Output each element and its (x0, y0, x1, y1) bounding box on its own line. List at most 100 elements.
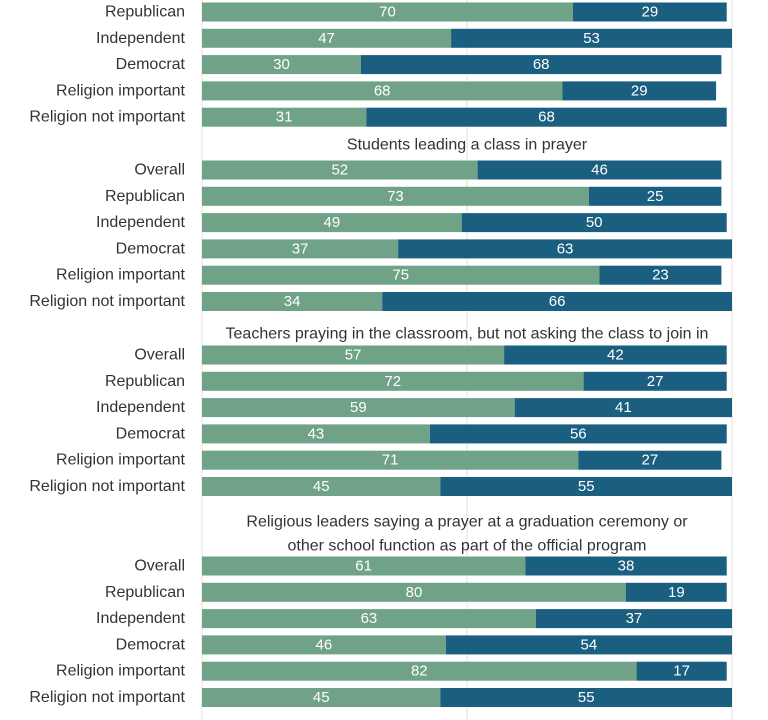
bar-segment-first (202, 55, 361, 75)
bar-value-label: 49 (324, 214, 341, 231)
bar-segment-first (202, 371, 584, 391)
bar-segment-first (202, 292, 383, 311)
row-label: Independent (96, 214, 186, 231)
row-label: Overall (134, 347, 185, 364)
row-label: Religion not important (29, 293, 185, 310)
bar-value-label: 25 (647, 188, 664, 205)
bar-segment-second (451, 28, 732, 48)
section-title-2: Teachers praying in the classroom, but n… (226, 326, 709, 343)
row-label: Democrat (116, 240, 186, 257)
bar-value-label: 43 (308, 425, 325, 442)
bar-segment-first (202, 398, 515, 418)
row-label: Republican (105, 188, 185, 205)
row-label: Democrat (116, 425, 186, 442)
bar-segment-first (202, 265, 600, 285)
bar-value-label: 55 (578, 689, 595, 706)
bar-value-label: 56 (570, 425, 587, 442)
row-label: Religion not important (29, 109, 185, 126)
bar-value-label: 61 (355, 558, 372, 575)
bar-value-label: 27 (647, 373, 664, 390)
bar-segment-second (599, 265, 722, 285)
bar-value-label: 68 (533, 56, 550, 73)
bar-segment-second (440, 477, 732, 496)
bar-value-label: 46 (316, 636, 333, 653)
bar-value-label: 47 (318, 30, 335, 47)
bar-segment-first (202, 477, 441, 496)
bar-segment-first (202, 2, 573, 22)
row-label: Independent (96, 399, 186, 416)
bar-segment-first (202, 213, 462, 233)
bar-segment-first (202, 239, 399, 259)
bar-value-label: 29 (631, 82, 648, 99)
bar-value-label: 31 (276, 109, 293, 126)
bar-value-label: 38 (618, 558, 635, 575)
bar-segment-second (429, 424, 727, 444)
bar-value-label: 45 (313, 478, 330, 495)
bar-segment-first (202, 661, 637, 681)
row-label: Republican (105, 373, 185, 390)
bars (202, 2, 732, 707)
labels: Republican 70 29 Independent 47 53 Democrat 30 6… (29, 4, 708, 707)
bar-segment-second (445, 635, 732, 655)
bar-value-label: 45 (313, 689, 330, 706)
bar-value-label: 27 (642, 452, 659, 469)
row-label: Religion important (56, 82, 186, 99)
row-label: Religion important (56, 267, 186, 284)
bar-value-label: 70 (379, 4, 396, 21)
bar-value-label: 42 (607, 347, 624, 364)
bar-value-label: 52 (331, 162, 348, 179)
row-label: Independent (96, 30, 186, 47)
bar-segment-second (504, 345, 727, 365)
bar-value-label: 29 (642, 4, 659, 21)
bar-value-label: 68 (538, 109, 555, 126)
bar-value-label: 41 (615, 399, 632, 416)
row-label: Religion important (56, 452, 186, 469)
bar-value-label: 37 (626, 610, 643, 627)
bar-segment-second (525, 556, 727, 576)
bar-segment-first (202, 345, 505, 365)
bar-value-label: 54 (581, 636, 598, 653)
bar-segment-first (202, 450, 579, 470)
bar-segment-first (202, 582, 626, 602)
row-label: Republican (105, 4, 185, 21)
bar-segment-second (573, 2, 727, 22)
bar-segment-first (202, 556, 526, 576)
bar-segment-second (626, 582, 727, 602)
bar-segment-first (202, 635, 446, 655)
bar-value-label: 23 (652, 267, 669, 284)
bar-value-label: 30 (273, 56, 290, 73)
bar-value-label: 17 (673, 663, 690, 680)
bar-value-label: 63 (361, 610, 378, 627)
bar-segment-second (366, 107, 727, 127)
bar-value-label: 68 (374, 82, 391, 99)
bar-value-label: 80 (406, 584, 423, 601)
row-label: Democrat (116, 636, 186, 653)
bar-segment-second (477, 160, 722, 180)
bar-segment-second (578, 450, 722, 470)
bar-value-label: 34 (284, 293, 301, 310)
bar-segment-first (202, 107, 367, 127)
row-label: Religion important (56, 663, 186, 680)
bar-segment-second (535, 609, 732, 629)
bar-value-label: 75 (392, 267, 409, 284)
bar-segment-second (588, 186, 722, 206)
section-title-3-line-1: other school function as part of the off… (287, 538, 646, 555)
bar-value-label: 71 (382, 452, 399, 469)
section-title-1: Students leading a class in prayer (347, 137, 588, 154)
bar-segment-first (202, 81, 563, 101)
bar-segment-first (202, 160, 478, 180)
bar-segment-second (461, 213, 727, 233)
bar-value-label: 66 (549, 293, 566, 310)
row-label: Religion not important (29, 478, 185, 495)
bar-segment-first (202, 424, 430, 444)
bar-segment-second (361, 55, 722, 75)
bar-value-label: 53 (583, 30, 600, 47)
bar-segment-first (202, 688, 441, 707)
row-label: Republican (105, 584, 185, 601)
bar-segment-second (636, 661, 727, 681)
row-label: Independent (96, 610, 186, 627)
bar-value-label: 73 (387, 188, 404, 205)
bar-segment-first (202, 186, 589, 206)
bar-segment-second (440, 688, 732, 707)
